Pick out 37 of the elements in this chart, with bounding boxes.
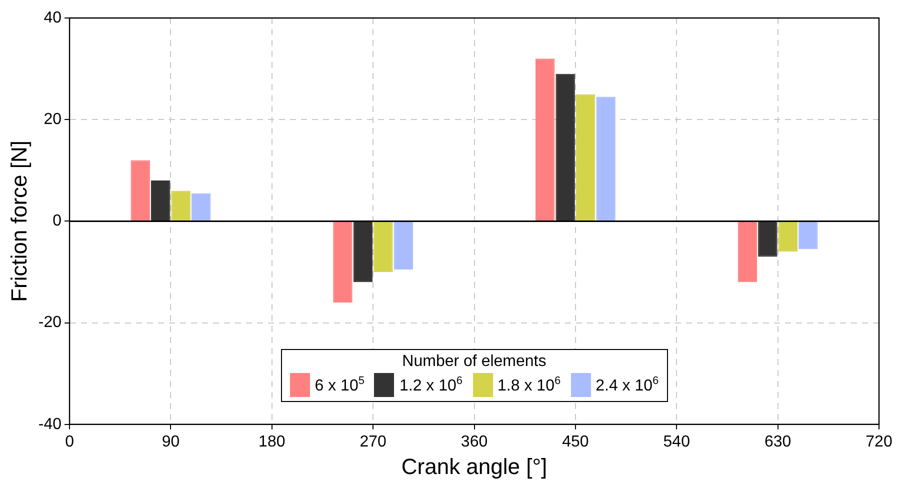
bar — [353, 222, 373, 282]
legend-label: 2.4 x 10$^{6}$ — [596, 375, 659, 396]
bar — [758, 222, 778, 257]
y-tick-label: -20 — [38, 314, 62, 332]
y-tick-label: -40 — [38, 416, 62, 433]
bar — [191, 193, 211, 221]
bar — [556, 74, 575, 221]
x-tick-label: 180 — [258, 433, 286, 450]
x-tick-label: 0 — [65, 433, 74, 450]
y-tick-label: 0 — [52, 212, 62, 230]
legend-label: 1.2 x 10$^{6}$ — [399, 375, 463, 396]
bar — [171, 190, 190, 221]
bar — [738, 222, 758, 282]
legend-label: 1.8 x 10$^{6}$ — [498, 375, 561, 396]
x-tick-label: 360 — [460, 433, 488, 450]
bar — [535, 58, 555, 221]
y-tick-label: 40 — [44, 9, 62, 26]
bar — [333, 222, 352, 302]
bar — [394, 222, 414, 270]
bar — [374, 222, 393, 272]
bar — [130, 160, 150, 221]
bar — [150, 180, 170, 221]
x-tick-label: 270 — [360, 433, 387, 450]
y-tick-label: 20 — [44, 111, 62, 128]
x-tick-label: 540 — [663, 433, 690, 450]
legend-label: 6 x 10$^{5}$ — [314, 375, 364, 396]
legend-title: Number of elements — [401, 353, 548, 372]
bar — [798, 222, 818, 250]
x-tick-label: 450 — [562, 433, 589, 450]
y-axis-title: Friction force [N] — [6, 140, 32, 302]
x-axis-title: Crank angle [°] — [401, 454, 548, 479]
bar — [778, 222, 798, 252]
bar — [596, 96, 616, 221]
x-tick-label: 630 — [764, 433, 792, 450]
bar — [576, 94, 596, 221]
x-tick-label: 720 — [866, 433, 892, 450]
x-tick-label: 90 — [162, 433, 180, 450]
